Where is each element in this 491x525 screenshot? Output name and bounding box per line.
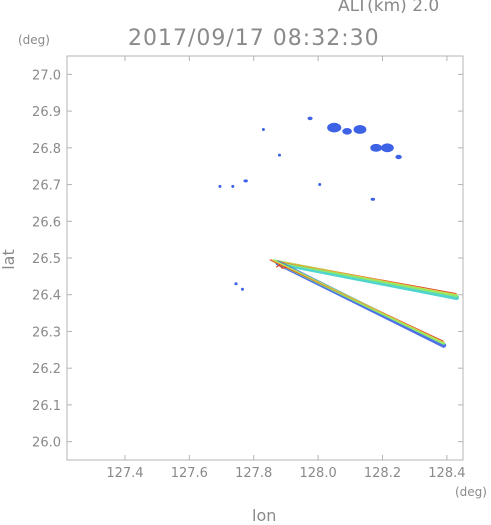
echo-cluster — [353, 125, 367, 134]
x-tick-label: 127.6 — [171, 466, 208, 481]
y-tick-label: 26.0 — [32, 436, 61, 451]
y-tick-label: 26.3 — [32, 325, 61, 340]
x-tick-label: 127.8 — [235, 466, 272, 481]
x-tick-label: 128.4 — [428, 466, 465, 481]
timestamp-title: 2017/09/17 08:32:30 — [128, 26, 380, 51]
echo-cluster — [380, 143, 394, 153]
echo-cluster — [240, 287, 244, 291]
echo-red-feature — [275, 264, 287, 269]
x-tick-label: 128.0 — [300, 466, 337, 481]
x-unit-label: (deg) — [455, 485, 487, 499]
echo-cluster — [395, 154, 402, 160]
echo-cluster — [218, 184, 222, 188]
y-unit-label: (deg) — [18, 33, 50, 47]
x-axis-title: lon — [252, 506, 277, 525]
echo-cluster — [261, 127, 265, 131]
y-tick-label: 26.1 — [32, 399, 61, 414]
echo-spoke-yellow — [271, 259, 457, 296]
echo-spoke-yellow — [271, 259, 444, 343]
y-tick-label: 26.6 — [32, 215, 61, 230]
echo-cluster — [277, 153, 281, 157]
echo-cluster — [231, 184, 235, 188]
y-tick-label: 26.5 — [32, 252, 61, 267]
echo-cluster — [307, 116, 313, 121]
y-tick-label: 26.8 — [32, 142, 61, 157]
x-tick-label: 127.4 — [106, 466, 143, 481]
echo-cluster — [342, 127, 352, 135]
echo-cluster — [234, 282, 238, 286]
echo-spoke-mid — [272, 259, 459, 298]
x-tick-label: 128.2 — [364, 466, 401, 481]
echo-cluster — [370, 143, 382, 152]
y-tick-label: 26.2 — [32, 362, 61, 377]
y-tick-label: 26.9 — [32, 105, 61, 120]
echo-cluster — [318, 183, 322, 187]
y-tick-label: 26.4 — [32, 289, 61, 304]
y-tick-label: 26.7 — [32, 179, 61, 194]
alt-label: ALT(km) 2.0 — [338, 0, 440, 16]
echo-cluster — [370, 197, 376, 201]
plot-frame — [66, 55, 464, 461]
echo-cluster — [327, 122, 342, 133]
echo-cluster — [243, 179, 248, 183]
y-tick-label: 27.0 — [32, 68, 61, 83]
